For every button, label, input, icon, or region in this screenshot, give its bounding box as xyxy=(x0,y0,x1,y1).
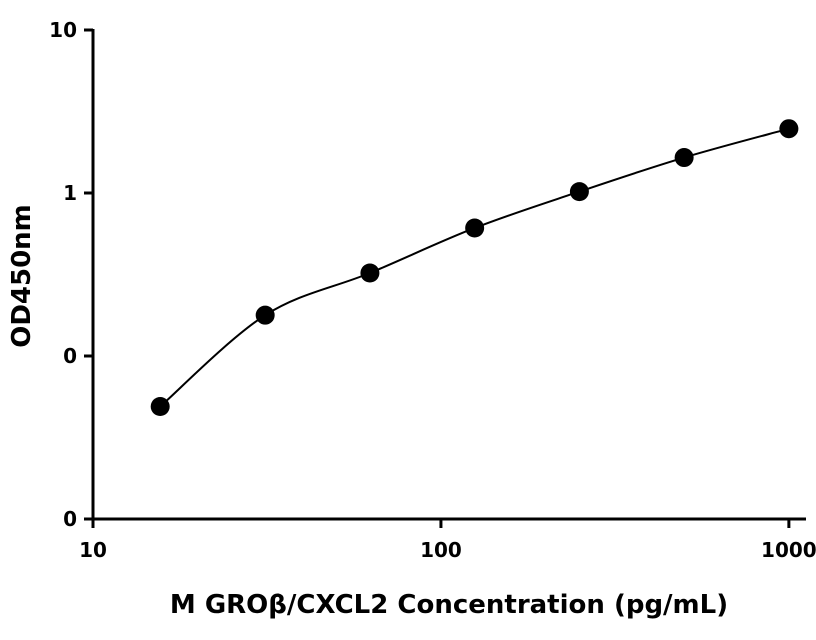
data-point xyxy=(255,305,275,325)
data-point xyxy=(674,148,694,168)
x-tick-label: 100 xyxy=(420,538,462,562)
y-tick-label: 0 xyxy=(63,344,77,368)
x-axis-title: M GROβ/CXCL2 Concentration (pg/mL) xyxy=(170,590,728,620)
y-axis-title: OD450nm xyxy=(7,204,37,348)
data-point xyxy=(150,396,170,416)
axes xyxy=(91,29,806,521)
fit-curve xyxy=(159,127,790,408)
data-points xyxy=(150,119,799,416)
y-tick-label: 0 xyxy=(63,507,77,531)
x-tick-label: 10 xyxy=(79,538,107,562)
ticks: 10 100 1000 0 0 1 10 xyxy=(49,18,816,562)
data-point xyxy=(569,182,589,202)
x-tick-label: 1000 xyxy=(761,538,816,562)
data-point xyxy=(779,119,799,139)
y-tick-label: 1 xyxy=(63,181,77,205)
data-point xyxy=(465,218,485,238)
data-point xyxy=(360,263,380,283)
y-tick-label: 10 xyxy=(49,18,77,42)
